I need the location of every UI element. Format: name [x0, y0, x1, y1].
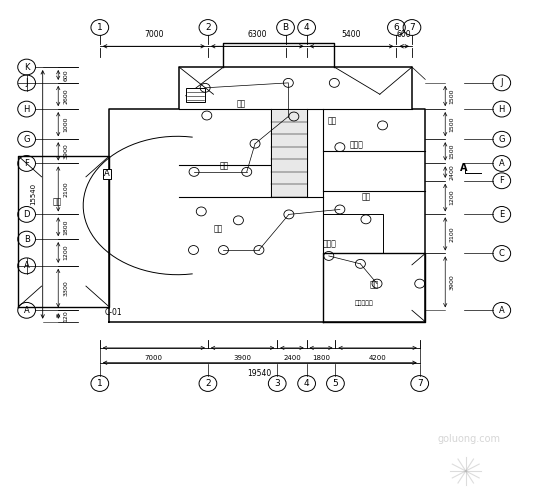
- Text: 餐厅: 餐厅: [220, 162, 229, 170]
- Text: 3900: 3900: [64, 144, 69, 159]
- Text: 图房: 图房: [236, 100, 246, 108]
- Text: 600: 600: [64, 69, 69, 81]
- Text: goluong.com: goluong.com: [437, 434, 500, 444]
- Bar: [186, 88, 205, 102]
- Text: 1500: 1500: [450, 116, 455, 132]
- Text: B: B: [24, 234, 30, 244]
- Text: 3: 3: [274, 379, 280, 388]
- Text: 成品卷帘门: 成品卷帘门: [355, 300, 374, 306]
- Text: 主卧室: 主卧室: [349, 140, 363, 149]
- Text: F: F: [500, 176, 504, 186]
- Text: 3300: 3300: [64, 280, 69, 296]
- Text: 3900: 3900: [234, 355, 251, 361]
- Text: 7000: 7000: [144, 30, 164, 40]
- Text: C-01: C-01: [105, 308, 123, 317]
- Text: D: D: [24, 210, 30, 219]
- Text: 4: 4: [304, 379, 310, 388]
- Text: G: G: [24, 134, 30, 143]
- Text: 7: 7: [409, 23, 415, 32]
- Text: 1: 1: [97, 23, 102, 32]
- Text: J: J: [25, 78, 28, 88]
- Text: 6300: 6300: [248, 30, 267, 40]
- Text: H: H: [24, 104, 30, 114]
- Text: 1000: 1000: [64, 116, 69, 132]
- Text: 2100: 2100: [450, 226, 455, 242]
- Bar: [270, 109, 307, 196]
- Text: 3900: 3900: [450, 274, 455, 290]
- Text: G: G: [498, 134, 505, 143]
- Text: 1200: 1200: [450, 190, 455, 206]
- Text: 7000: 7000: [145, 355, 163, 361]
- Text: 4: 4: [304, 23, 310, 32]
- Text: 半库: 半库: [370, 280, 379, 289]
- Text: 600: 600: [397, 30, 412, 40]
- Text: 5400: 5400: [342, 30, 361, 40]
- Text: 卧室: 卧室: [328, 116, 337, 125]
- Text: H: H: [498, 104, 505, 114]
- Text: 6: 6: [394, 23, 399, 32]
- Text: 120: 120: [64, 310, 69, 322]
- Text: 2100: 2100: [64, 181, 69, 196]
- Text: 书房: 书房: [361, 192, 371, 201]
- Text: 2400: 2400: [283, 355, 301, 361]
- Text: 客厅: 客厅: [213, 224, 222, 234]
- Text: C: C: [499, 249, 505, 258]
- Text: E: E: [499, 210, 505, 219]
- Text: A: A: [499, 159, 505, 168]
- Text: 1500: 1500: [450, 88, 455, 104]
- Text: A: A: [499, 306, 505, 315]
- Text: 2: 2: [205, 23, 211, 32]
- Text: 4200: 4200: [368, 355, 386, 361]
- Text: 1800: 1800: [312, 355, 330, 361]
- Text: 15540: 15540: [30, 184, 36, 206]
- Text: 7: 7: [417, 379, 423, 388]
- Bar: [323, 214, 382, 254]
- Text: K: K: [24, 62, 29, 72]
- Text: 19540: 19540: [248, 368, 272, 378]
- Text: 1: 1: [97, 379, 102, 388]
- Text: A: A: [104, 170, 110, 178]
- Text: 2400: 2400: [450, 164, 455, 180]
- Text: 1800: 1800: [64, 219, 69, 234]
- Text: 泳池: 泳池: [53, 197, 62, 206]
- Text: F: F: [24, 159, 29, 168]
- Text: 2: 2: [205, 379, 211, 388]
- Text: 5: 5: [333, 379, 338, 388]
- Text: A: A: [24, 306, 30, 315]
- Text: J: J: [501, 78, 503, 88]
- Text: 洗衣间: 洗衣间: [323, 240, 337, 248]
- Text: 2600: 2600: [64, 88, 69, 104]
- Text: 1500: 1500: [450, 144, 455, 159]
- Text: A: A: [460, 164, 468, 173]
- Text: B: B: [282, 23, 288, 32]
- Text: 1200: 1200: [64, 244, 69, 260]
- Text: A: A: [24, 262, 30, 270]
